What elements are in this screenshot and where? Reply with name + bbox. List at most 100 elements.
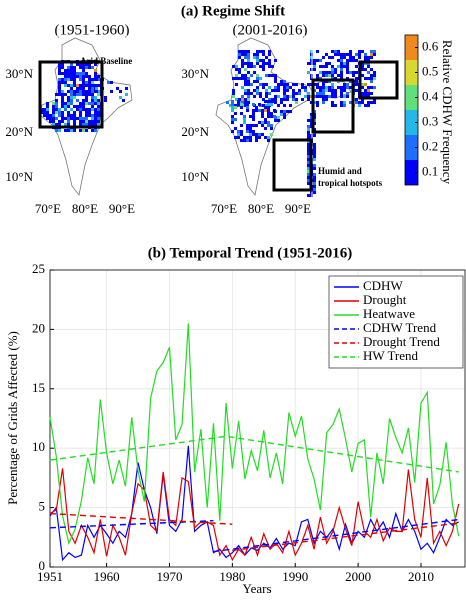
grid-cell	[82, 120, 85, 123]
grid-cell	[358, 53, 361, 56]
grid-cell	[58, 120, 61, 123]
grid-cell	[364, 104, 367, 107]
grid-cell	[58, 63, 61, 66]
grid-cell	[298, 89, 301, 92]
grid-cell	[85, 120, 88, 123]
grid-cell	[244, 89, 247, 92]
grid-cell	[364, 92, 367, 95]
grid-cell	[364, 68, 367, 71]
grid-cell	[370, 50, 373, 53]
grid-cell	[283, 98, 286, 101]
grid-cell	[289, 110, 292, 113]
annotation: Arid Baseline	[80, 56, 132, 66]
grid-cell	[52, 111, 55, 114]
grid-cell	[264, 121, 267, 124]
grid-cell	[85, 129, 88, 132]
grid-cell	[91, 66, 94, 69]
grid-cell	[259, 92, 262, 95]
grid-cell	[247, 53, 250, 56]
grid-cell	[319, 71, 322, 74]
legend-label: CDHW	[363, 278, 403, 293]
region-box	[358, 60, 399, 100]
x-axis-label: Years	[242, 581, 271, 596]
grid-cell	[238, 68, 241, 71]
grid-cell	[319, 92, 322, 95]
grid-cell	[241, 65, 244, 68]
grid-cell	[58, 69, 61, 72]
grid-cell	[319, 59, 322, 62]
grid-cell	[252, 133, 255, 136]
grid-cell	[328, 95, 331, 98]
grid-cell	[46, 111, 49, 114]
grid-cell	[253, 53, 256, 56]
grid-cell	[238, 50, 241, 53]
grid-cell	[255, 109, 258, 112]
grid-cell	[247, 83, 250, 86]
annotation: tropical hotspots	[318, 178, 383, 188]
grid-cell	[325, 74, 328, 77]
grid-cell	[274, 89, 277, 92]
grid-cell	[88, 78, 91, 81]
grid-cell	[337, 86, 340, 89]
grid-cell	[85, 81, 88, 84]
grid-cell	[361, 83, 364, 86]
grid-cell	[274, 119, 277, 122]
grid-cell	[373, 74, 376, 77]
grid-cell	[244, 104, 247, 107]
grid-cell	[259, 50, 262, 53]
grid-cell	[340, 65, 343, 68]
lat-tick-label: 30°N	[5, 66, 33, 81]
grid-cell	[94, 129, 97, 132]
grid-cell	[70, 87, 73, 90]
lon-tick-label: 80°E	[248, 201, 274, 216]
grid-cell	[274, 77, 277, 80]
grid-cell	[358, 104, 361, 107]
grid-cell	[67, 78, 70, 81]
grid-cell	[61, 72, 64, 75]
grid-cell	[328, 86, 331, 89]
grid-cell	[370, 92, 373, 95]
grid-cell	[283, 116, 286, 119]
grid-cell	[274, 98, 277, 101]
grid-cell	[91, 84, 94, 87]
grid-cell	[91, 78, 94, 81]
grid-cell	[340, 104, 343, 107]
grid-cell	[235, 98, 238, 101]
grid-cell	[70, 114, 73, 117]
grid-cell	[76, 105, 79, 108]
x-tick-label: 1951	[37, 569, 63, 584]
grid-cell	[307, 167, 310, 170]
trend-line	[49, 512, 459, 552]
grid-cell	[91, 123, 94, 126]
grid-cell	[331, 71, 334, 74]
grid-cell	[70, 117, 73, 120]
grid-cell	[262, 65, 265, 68]
grid-cell	[352, 74, 355, 77]
grid-cell	[85, 72, 88, 75]
grid-cell	[76, 75, 79, 78]
grid-cell	[346, 95, 349, 98]
grid-cell	[91, 93, 94, 96]
grid-cell	[52, 117, 55, 120]
grid-cell	[246, 103, 249, 106]
grid-cell	[82, 87, 85, 90]
grid-cell	[307, 152, 310, 155]
grid-cell	[307, 149, 310, 152]
grid-cell	[307, 92, 310, 95]
grid-cell	[307, 125, 310, 128]
grid-cell	[346, 53, 349, 56]
grid-cell	[244, 83, 247, 86]
grid-cell	[267, 136, 270, 139]
legend-label: Drought	[363, 292, 407, 307]
grid-cell	[70, 75, 73, 78]
grid-cell	[231, 115, 234, 118]
grid-cell	[307, 158, 310, 161]
y-tick-label: 5	[39, 499, 46, 514]
grid-cell	[331, 50, 334, 53]
grid-cell	[271, 74, 274, 77]
grid-cell	[52, 114, 55, 117]
grid-cell	[255, 124, 258, 127]
grid-cell	[325, 62, 328, 65]
grid-cell	[61, 114, 64, 117]
grid-cell	[325, 95, 328, 98]
